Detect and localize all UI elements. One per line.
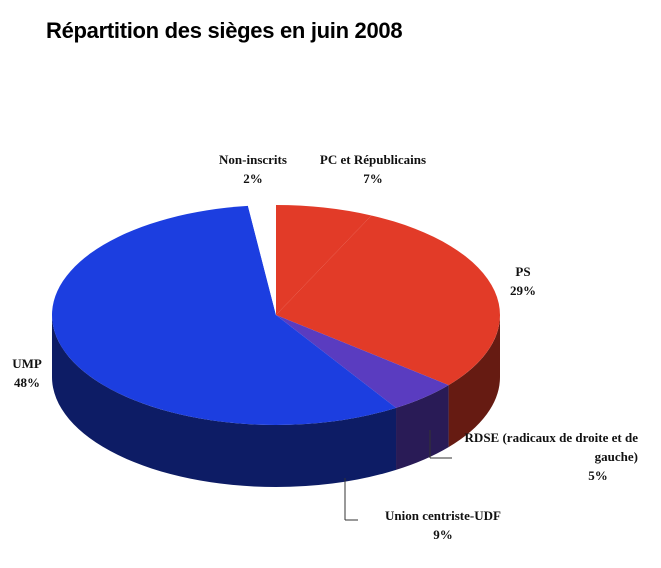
category-name: RDSE (radicaux de droite et de gauche)	[464, 430, 638, 464]
pie-sides	[52, 315, 500, 487]
slice-label: Non-inscrits 2%	[208, 150, 298, 188]
slice-side	[52, 315, 276, 487]
slice	[51, 205, 276, 425]
slice-side	[448, 315, 500, 448]
slice	[276, 215, 501, 386]
value-label: 48%	[14, 375, 40, 390]
pie-tops	[51, 205, 501, 425]
category-name: PS	[515, 264, 531, 279]
slice	[276, 315, 397, 425]
category-name: Non-inscrits	[219, 152, 287, 167]
chart-title: Répartition des sièges en juin 2008	[46, 18, 403, 43]
value-label: 5%	[588, 468, 608, 483]
slice-label: PC et Républicains 7%	[298, 150, 448, 188]
slice	[276, 315, 449, 408]
slice-label: Union centriste-UDF 9%	[358, 506, 528, 544]
slice-label: RDSE (radicaux de droite et de gauche) 5%	[448, 428, 648, 485]
slice-side	[396, 385, 449, 470]
value-label: 9%	[433, 527, 453, 542]
slice-side	[276, 407, 397, 487]
category-name: PC et Républicains	[319, 152, 427, 167]
value-label: 7%	[363, 171, 383, 186]
category-name: UMP	[12, 356, 42, 371]
category-name: Union centriste-UDF	[385, 508, 501, 523]
slice-label: PS 29%	[498, 262, 548, 300]
slice-label: UMP 48%	[2, 354, 52, 392]
value-label: 29%	[510, 283, 536, 298]
value-label: 2%	[243, 171, 263, 186]
slice	[247, 205, 276, 315]
slice	[276, 205, 372, 315]
